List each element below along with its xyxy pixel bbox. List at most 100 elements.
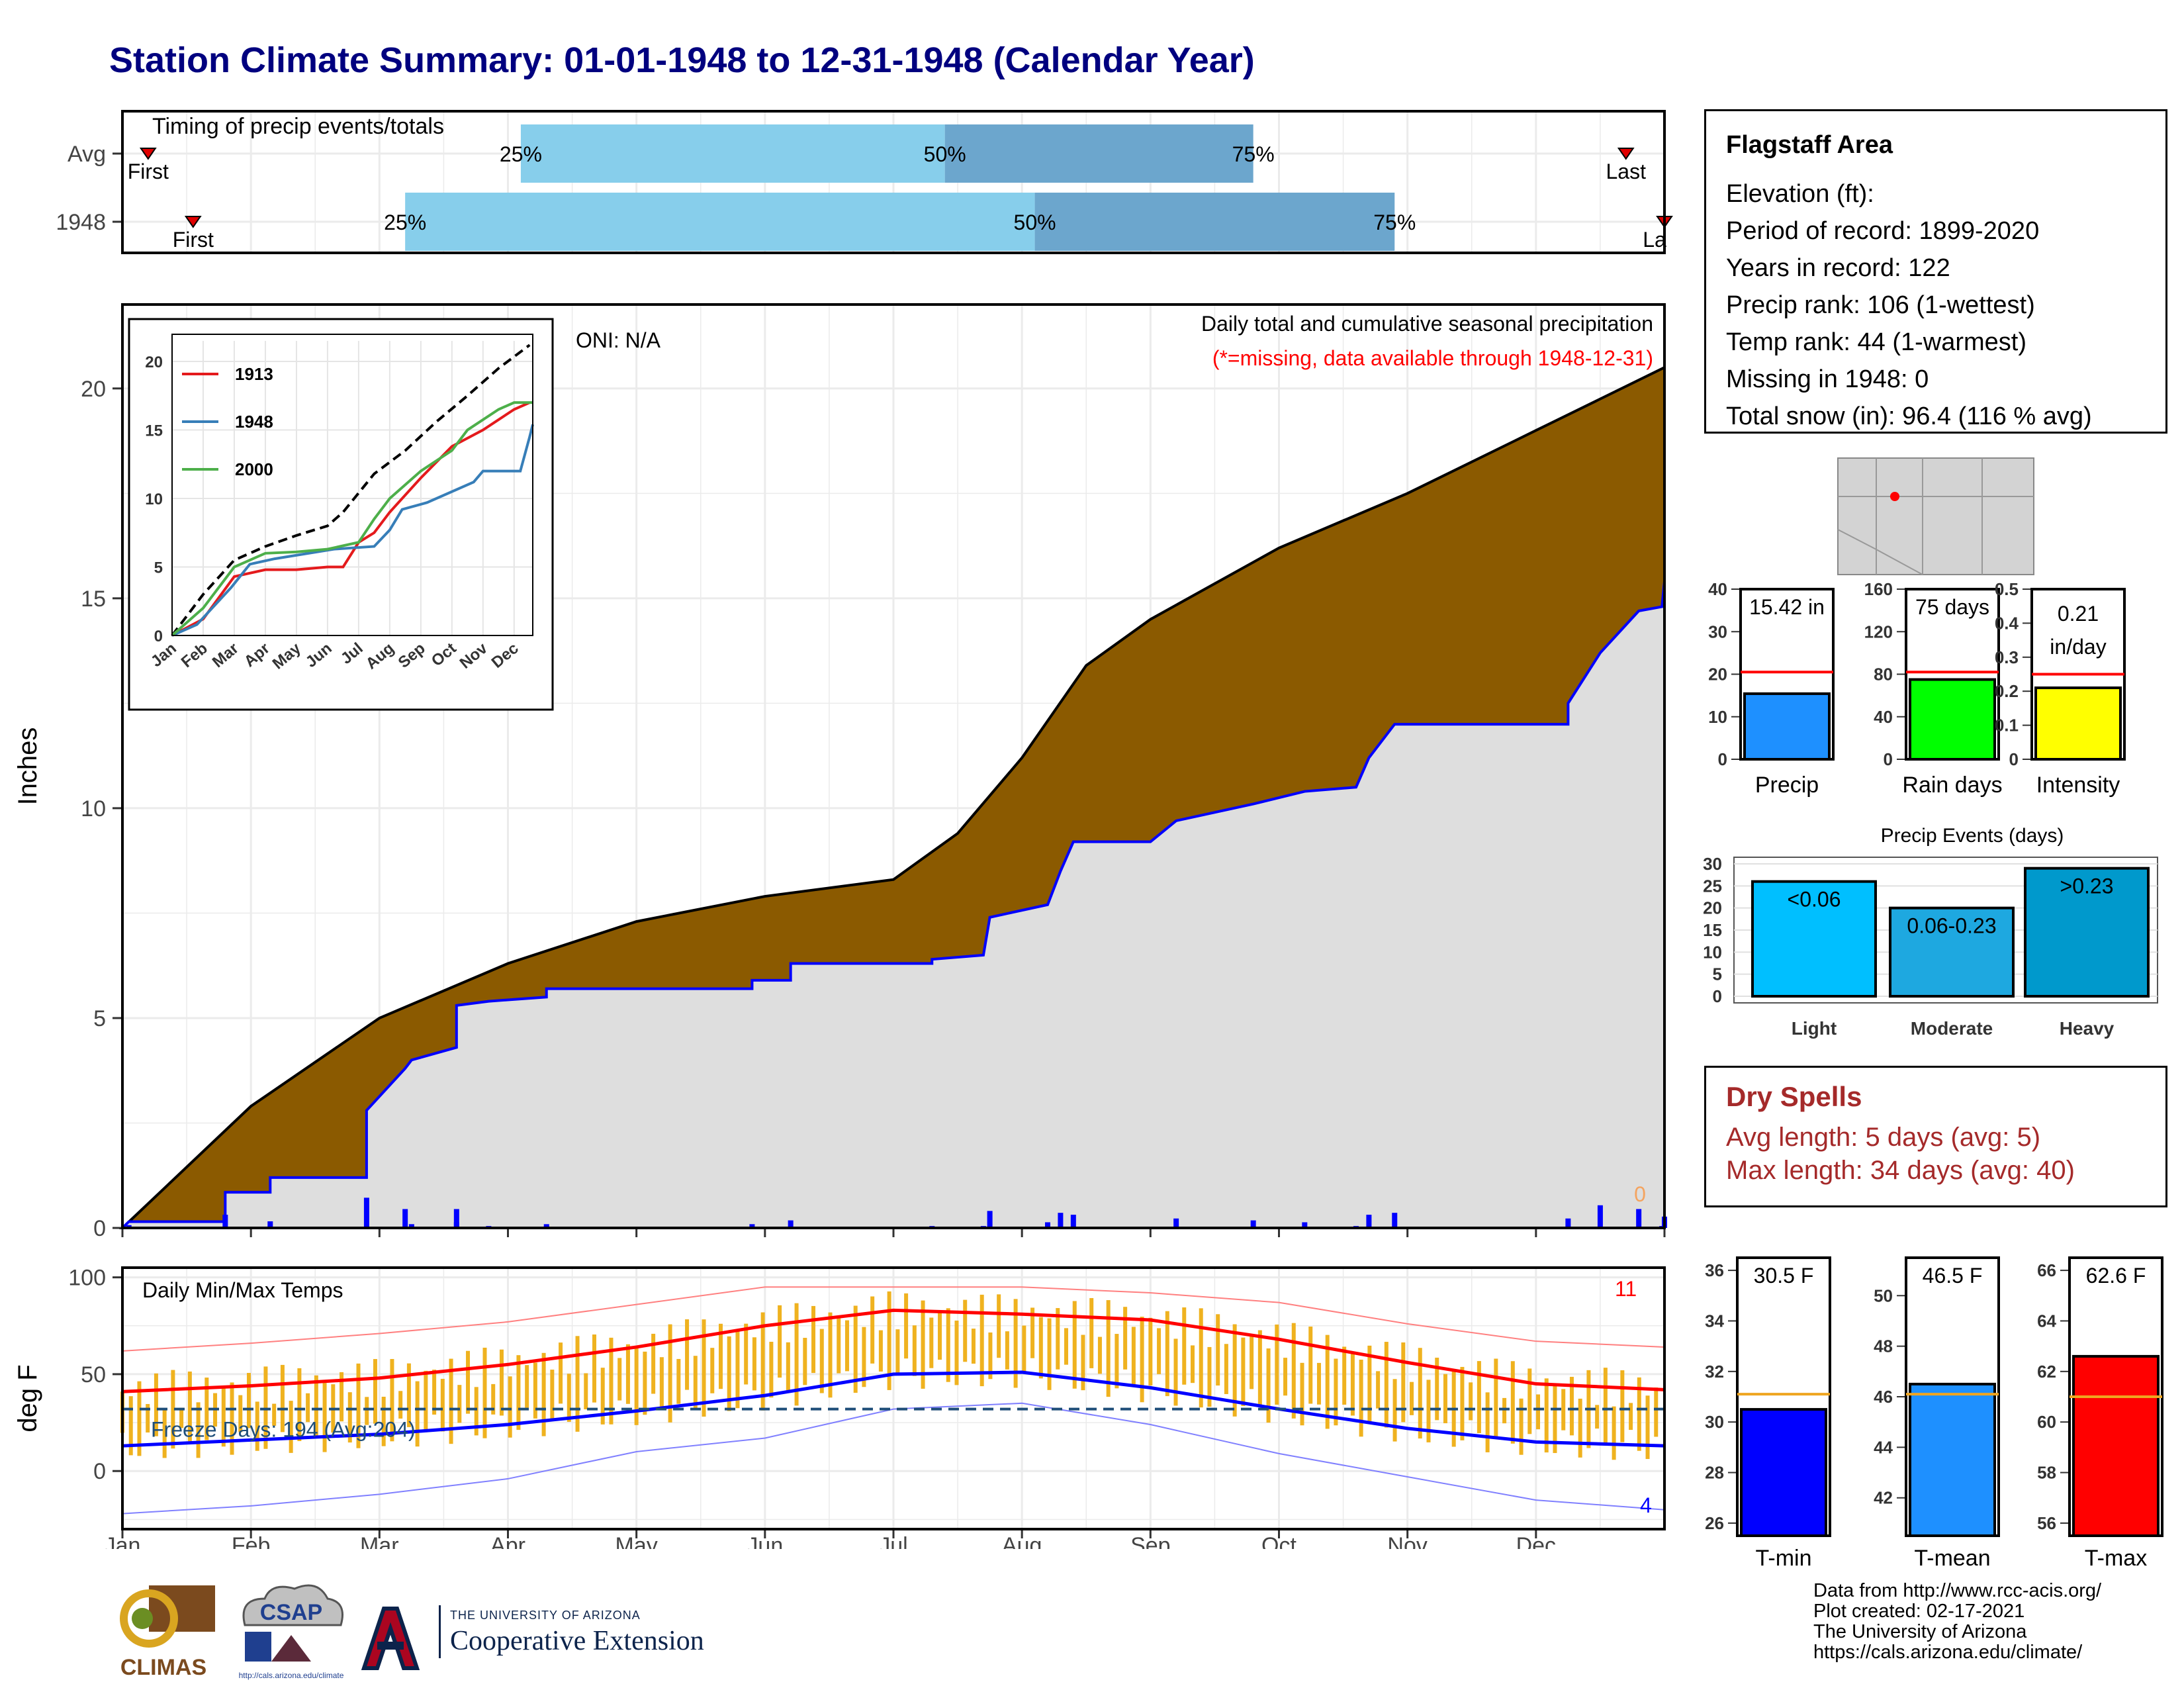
daily-temp-range-bar	[997, 1294, 1001, 1358]
daily-temp-range-bar	[1257, 1330, 1262, 1407]
daily-precip-bar	[1058, 1213, 1064, 1228]
daily-temp-range-bar	[1392, 1379, 1397, 1442]
daily-temp-range-bar	[870, 1296, 875, 1364]
daily-temp-range-bar	[946, 1308, 950, 1382]
daily-temp-range-bar	[853, 1305, 858, 1393]
daily-temp-range-bar	[1308, 1327, 1313, 1404]
month-label: Dec	[1516, 1533, 1556, 1549]
inset-series-1948	[171, 424, 534, 637]
daily-temp-range-bar	[1510, 1361, 1515, 1444]
precip-ytick-label: 20	[81, 377, 106, 402]
gauge-bar	[1740, 1408, 1827, 1537]
daily-temp-range-bar	[988, 1332, 993, 1380]
gauge-value-label: 62.6 F	[2086, 1264, 2146, 1288]
timing-p75-label: 75%	[1373, 211, 1416, 234]
daily-temp-range-bar	[1629, 1403, 1633, 1430]
timing-row-label: 1948	[56, 210, 106, 235]
daily-temp-range-bar	[1081, 1335, 1085, 1391]
avg-min-line	[122, 1370, 1665, 1448]
daily-temp-range-bar	[381, 1397, 386, 1446]
daily-temp-range-bar	[1502, 1397, 1507, 1424]
daily-temp-range-bar	[929, 1317, 934, 1368]
inset-frame	[171, 334, 533, 636]
daily-temp-range-bar	[1620, 1370, 1625, 1442]
record-low-count: 4	[1640, 1493, 1652, 1517]
daily-temp-range-bar	[128, 1396, 133, 1456]
daily-temp-range-bar	[1384, 1342, 1388, 1428]
events-title: Precip Events (days)	[1881, 825, 2064, 847]
daily-temp-range-bar	[693, 1356, 698, 1410]
daily-temp-range-bar	[1654, 1387, 1659, 1437]
inset-legend-label: 1948	[235, 412, 273, 432]
daily-temp-range-bar	[1283, 1358, 1288, 1396]
daily-temp-range-bar	[963, 1299, 968, 1362]
event-bar-label: <0.06	[1788, 888, 1841, 912]
daily-precip-bar	[987, 1211, 993, 1228]
daily-temp-range-bar	[1527, 1368, 1532, 1434]
daily-temp-range-bar	[255, 1401, 259, 1451]
timing-bar-q25-q50	[405, 193, 1035, 251]
daily-temp-range-bar	[1460, 1366, 1465, 1440]
daily-temp-range-bar	[778, 1305, 782, 1378]
daily-temp-range-bar	[1106, 1300, 1111, 1397]
daily-temp-range-bar	[971, 1329, 976, 1364]
station-info-box: Flagstaff Area Elevation (ft): Period of…	[1704, 109, 2167, 434]
daily-temp-range-bar	[525, 1365, 529, 1408]
gauge-category-label: T-max	[2085, 1546, 2147, 1571]
station-marker-icon	[1890, 492, 1899, 501]
daily-precip-bar	[363, 1197, 369, 1228]
record-high-count: 11	[1615, 1277, 1637, 1301]
daily-temp-range-bar	[659, 1357, 664, 1407]
gauge-bar	[2072, 1354, 2160, 1537]
daily-temp-range-bar	[1165, 1311, 1169, 1397]
year-cumulative-area	[122, 581, 1664, 1228]
inset-ytick-label: 0	[154, 628, 163, 645]
gauge-ytick-label: 0.5	[1995, 579, 2019, 599]
daily-temp-range-bar	[263, 1366, 268, 1449]
daily-temp-range-bar	[146, 1404, 150, 1433]
credit-data-source: Data from http://www.rcc-acis.org/	[1813, 1580, 2102, 1601]
daily-temp-range-bar	[1056, 1308, 1060, 1370]
daily-precip-bar	[543, 1224, 549, 1228]
daily-temp-range-bar	[1123, 1307, 1128, 1370]
temp-gauges: 26 28 30 32 34 36 30.5 F T-min 42 44 46 48 50 46.5 F T…	[1705, 1256, 2163, 1571]
gauge-ytick-label: 0.2	[1995, 681, 2019, 701]
temp-ytick-label: 0	[93, 1459, 106, 1484]
daily-temp-range-bar	[1157, 1328, 1161, 1374]
daily-temp-range-bar	[592, 1334, 597, 1403]
ua-bottom-text: Cooperative Extension	[450, 1626, 704, 1656]
station-precip-rank: Precip rank: 106 (1-wettest)	[1726, 291, 2035, 319]
month-label: May	[615, 1533, 658, 1549]
daily-temp-range-bar	[347, 1392, 352, 1443]
temp-ytick-label: 100	[68, 1266, 106, 1291]
daily-temp-range-bar	[1013, 1299, 1018, 1388]
gauge-bar	[2034, 686, 2122, 761]
daily-temp-range-bar	[406, 1363, 411, 1427]
gauge-ytick-label: 0	[2009, 749, 2019, 769]
daily-temp-range-bar	[1266, 1348, 1271, 1423]
month-label: Apr	[490, 1533, 525, 1549]
daily-temp-range-bar	[1291, 1323, 1296, 1419]
daily-temp-range-bar	[221, 1386, 226, 1447]
month-label: Jan	[105, 1533, 141, 1549]
month-label: Aug	[1002, 1533, 1042, 1549]
daily-temp-range-bar	[1316, 1362, 1321, 1405]
daily-precip-bar	[1173, 1218, 1179, 1228]
daily-temp-range-bar	[625, 1344, 630, 1404]
precip-ylabel: Inches	[13, 727, 42, 806]
daily-temp-range-bar	[828, 1312, 833, 1398]
gauge-ytick-label: 28	[1705, 1463, 1724, 1483]
precip-frame	[121, 303, 1666, 1229]
precip-gauges: 0 10 20 30 40 15.42 in Precip 0 40 80 120 160 75 day…	[1708, 579, 2126, 798]
oni-label: ONI: N/A	[576, 328, 661, 352]
avg-max-line	[122, 1308, 1665, 1393]
daily-temp-range-bar	[1115, 1334, 1119, 1389]
gauge-ytick-label: 26	[1705, 1513, 1724, 1533]
daily-temp-range-bar	[1182, 1307, 1187, 1385]
daily-temp-range-bar	[390, 1358, 394, 1442]
daily-temp-range-bar	[727, 1336, 731, 1411]
daily-temp-range-bar	[844, 1320, 849, 1372]
daily-temp-range-bar	[1241, 1337, 1246, 1407]
daily-temp-range-bar	[1359, 1359, 1363, 1437]
events-ytick-label: 20	[1703, 898, 1722, 918]
